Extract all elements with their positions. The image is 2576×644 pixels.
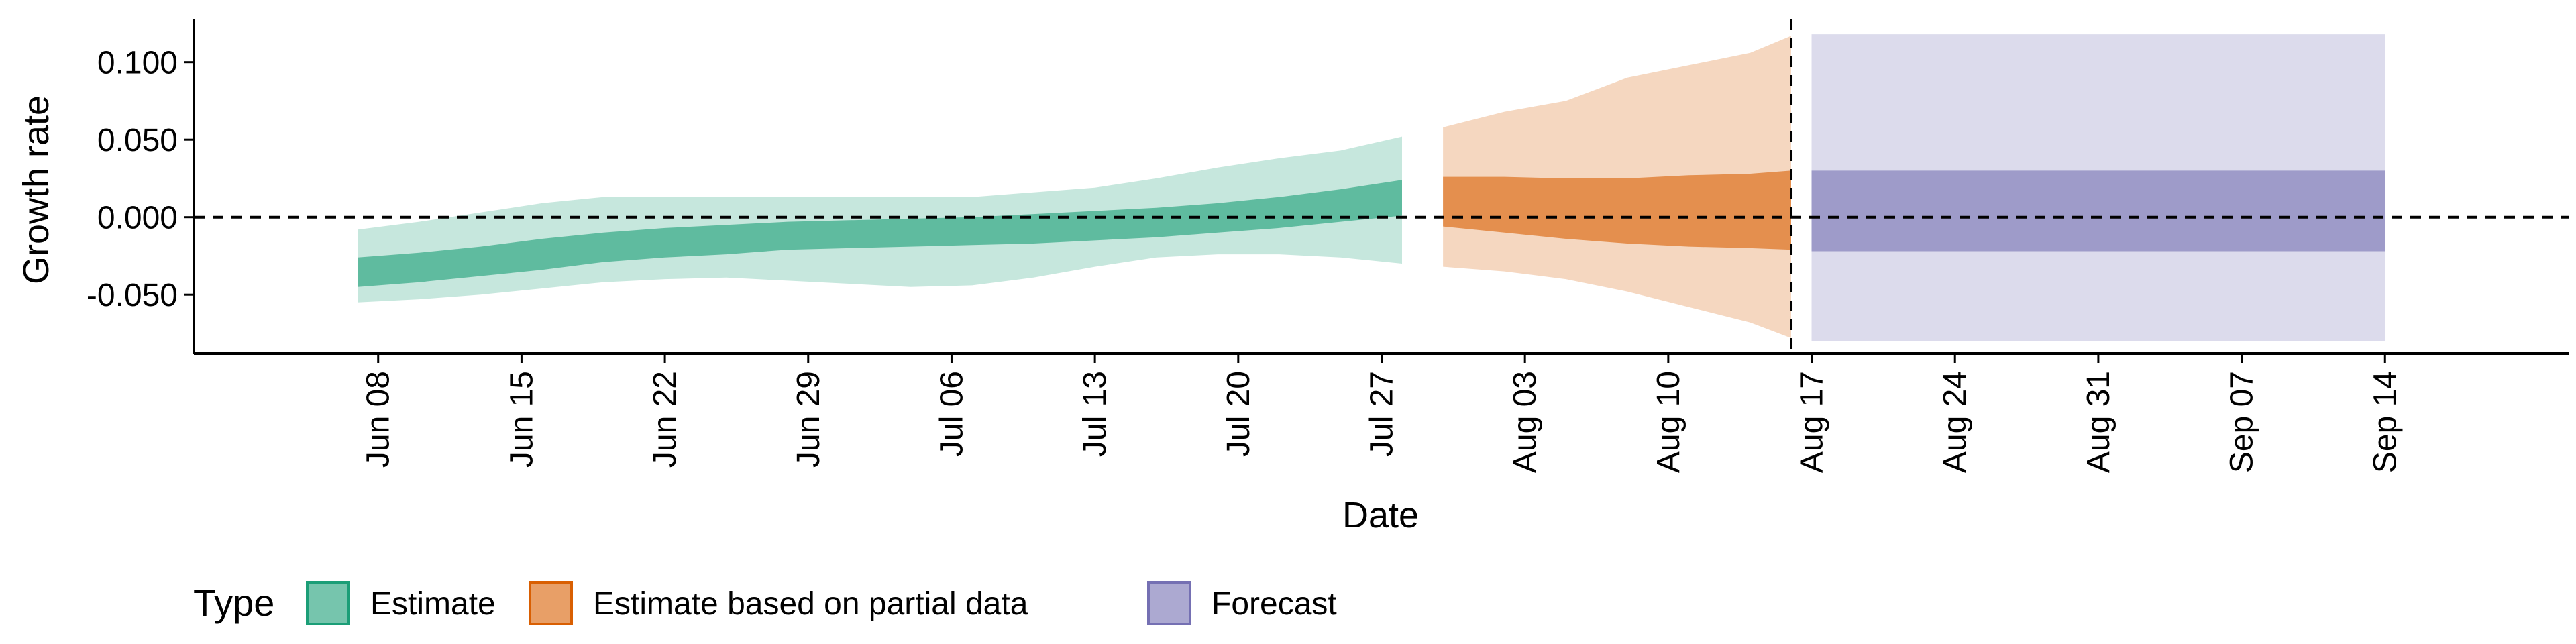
- legend-label-estimate-based-on-partial-data: Estimate based on partial data: [593, 586, 1028, 622]
- tick-marks-and-labels: Jun 08 Jun 15 Jun 22 Jun 29 Jul 06 Jul 13 Jul …: [87, 46, 2403, 473]
- legend-key-estimate-based-on-partial-data: [529, 581, 573, 625]
- estimate-inner-band: [358, 180, 1403, 287]
- x-tick-label: Jul 13: [1077, 371, 1113, 457]
- x-tick-label: Aug 10: [1651, 371, 1686, 473]
- legend-key-forecast: [1147, 581, 1191, 625]
- x-tick-label: Sep 07: [2224, 371, 2260, 473]
- x-tick-label: Jun 22: [647, 371, 683, 468]
- x-tick-label: Aug 03: [1507, 371, 1543, 473]
- legend-key-estimate: [306, 581, 350, 625]
- forecast-inner-band: [1811, 170, 2385, 252]
- x-tick-label: Jul 06: [934, 371, 969, 457]
- x-tick-label: Jul 20: [1221, 371, 1256, 457]
- x-tick-label: Jun 08: [361, 371, 396, 468]
- x-tick-label: Jun 29: [791, 371, 826, 468]
- reference-lines: [194, 19, 2569, 354]
- legend-title: Type: [193, 582, 274, 624]
- estimate-based-on-partial-data-inner-band: [1443, 170, 1791, 250]
- x-tick-label: Aug 31: [2081, 371, 2116, 473]
- y-tick-label: 0.000: [97, 201, 178, 236]
- x-axis-title: Date: [1342, 495, 1419, 535]
- legend-label-estimate: Estimate: [370, 586, 496, 622]
- y-tick-label: 0.100: [97, 46, 178, 81]
- legend: Type Estimate Estimate based on partial d…: [193, 581, 1337, 625]
- x-tick-label: Jun 15: [504, 371, 539, 468]
- x-tick-label: Aug 17: [1794, 371, 1830, 473]
- y-tick-label: -0.050: [87, 278, 178, 313]
- y-tick-label: 0.050: [97, 123, 178, 158]
- legend-label-forecast: Forecast: [1212, 586, 1337, 622]
- x-tick-label: Sep 14: [2367, 371, 2403, 473]
- x-tick-label: Aug 24: [1937, 371, 1973, 473]
- series-bands: [358, 34, 2385, 341]
- y-axis-title: Growth rate: [16, 95, 56, 284]
- x-tick-label: Jul 27: [1364, 371, 1400, 457]
